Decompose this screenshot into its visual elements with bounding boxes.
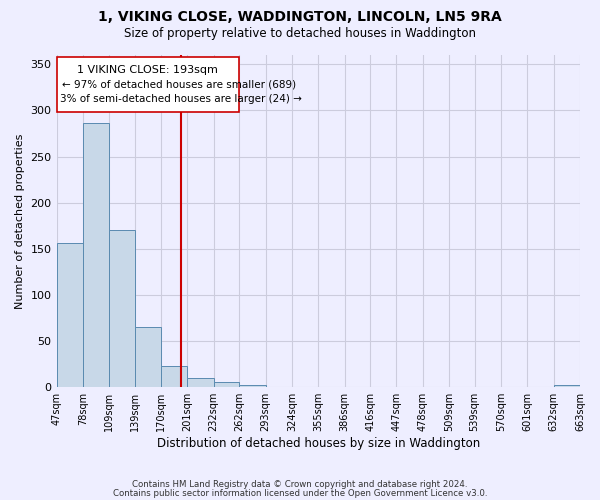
Text: 1, VIKING CLOSE, WADDINGTON, LINCOLN, LN5 9RA: 1, VIKING CLOSE, WADDINGTON, LINCOLN, LN… (98, 10, 502, 24)
Bar (554, 386, 580, 387)
Text: 3% of semi-detached houses are larger (24) →: 3% of semi-detached houses are larger (2… (60, 94, 302, 104)
X-axis label: Distribution of detached houses by size in Waddington: Distribution of detached houses by size … (157, 437, 480, 450)
Text: 1 VIKING CLOSE: 193sqm: 1 VIKING CLOSE: 193sqm (77, 65, 218, 75)
Bar (214, 382, 239, 387)
FancyBboxPatch shape (56, 57, 239, 112)
Text: Size of property relative to detached houses in Waddington: Size of property relative to detached ho… (124, 28, 476, 40)
Bar (187, 378, 214, 387)
Bar (161, 366, 187, 387)
Bar (109, 230, 135, 387)
Text: ← 97% of detached houses are smaller (689): ← 97% of detached houses are smaller (68… (62, 80, 296, 90)
Bar (135, 327, 161, 387)
Text: Contains public sector information licensed under the Open Government Licence v3: Contains public sector information licen… (113, 488, 487, 498)
Y-axis label: Number of detached properties: Number of detached properties (15, 134, 25, 309)
Bar (83, 124, 109, 387)
Text: Contains HM Land Registry data © Crown copyright and database right 2024.: Contains HM Land Registry data © Crown c… (132, 480, 468, 489)
Bar (56, 244, 83, 387)
Bar (239, 386, 266, 387)
